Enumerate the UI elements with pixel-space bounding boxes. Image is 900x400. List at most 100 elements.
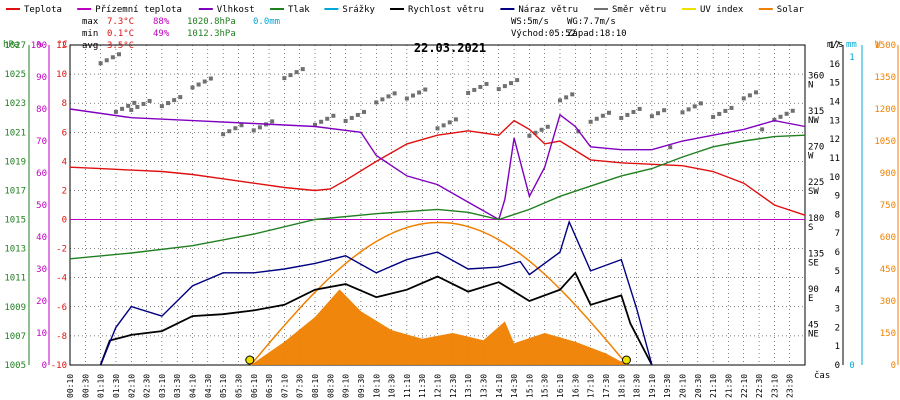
wind-direction-point: [484, 81, 489, 86]
wind-direction-point: [686, 107, 691, 112]
x-tick: 08:30: [326, 374, 335, 398]
wind-speed-tick: 16: [829, 60, 840, 70]
wind-speed-tick: 6: [835, 248, 840, 258]
x-tick: 21:30: [724, 374, 733, 398]
wind-speed-tick: 9: [835, 192, 840, 202]
wind-direction-point: [380, 97, 385, 102]
direction-tick: 360: [808, 72, 824, 82]
wind-direction-point: [251, 128, 256, 133]
wind-direction-point: [711, 114, 716, 119]
stat-min-temp: 0.1°C: [107, 29, 134, 39]
legend-label: Srážky: [342, 5, 375, 15]
wind-direction-point: [98, 61, 103, 66]
x-tick: 01:10: [97, 374, 106, 398]
wind-speed-tick: 17: [829, 41, 840, 51]
solar-tick: 300: [880, 297, 896, 307]
x-tick: 04:10: [189, 374, 198, 398]
x-tick: 08:10: [311, 374, 320, 398]
legend-label: Solar: [777, 5, 805, 15]
wind-speed-tick: 1: [835, 342, 840, 352]
wind-direction-point: [233, 126, 238, 131]
humidity-tick: 30: [36, 265, 47, 275]
wind-direction-point: [662, 108, 667, 113]
wind-direction-point: [496, 87, 501, 92]
legend-label: Směr větru: [612, 5, 666, 15]
stat-max-rain: 0.0mm: [253, 17, 280, 27]
pressure-tick: 1023: [4, 99, 26, 109]
x-tick: 03:10: [158, 374, 167, 398]
wind-direction-point: [343, 118, 348, 123]
series-layer: [69, 52, 806, 366]
wind-direction-point: [374, 100, 379, 105]
wind-direction-point: [594, 116, 599, 121]
direction-tick: NE: [808, 329, 819, 339]
wind-speed-tick: 3: [835, 305, 840, 315]
solar-tick: 150: [880, 329, 896, 339]
x-tick: 16:10: [556, 374, 565, 398]
wind-direction-point: [178, 95, 183, 100]
x-tick: 14:10: [495, 374, 504, 398]
humidity-tick: 10: [36, 329, 47, 339]
x-tick: 09:30: [357, 374, 366, 398]
humidity-tick: 100: [31, 41, 47, 51]
wind-direction-point: [637, 106, 642, 111]
direction-tick: 45: [808, 320, 819, 330]
wind-direction-point: [570, 92, 575, 97]
direction-tick: S: [808, 223, 813, 233]
humidity-tick: 0: [42, 361, 47, 371]
x-tick: 11:10: [403, 374, 412, 398]
x-tick: 18:10: [617, 374, 626, 398]
x-tick: 22:10: [740, 374, 749, 398]
unit-degc: °C: [57, 40, 68, 50]
wind-direction-point: [772, 117, 777, 122]
x-tick: 07:10: [280, 374, 289, 398]
sun-marker: [245, 355, 255, 365]
stat-min-press: 1012.3hPa: [187, 29, 236, 39]
wind-direction-point: [120, 106, 125, 111]
x-tick: 19:30: [663, 374, 672, 398]
pressure-tick: 1011: [4, 274, 26, 284]
series-line-náraz-větru: [99, 219, 653, 366]
wind-direction-point: [423, 87, 428, 92]
stat-min-hum: 49%: [153, 29, 170, 39]
x-tick: 16:30: [571, 374, 580, 398]
wind-speed-tick: 5: [835, 267, 840, 277]
wind-direction-point: [692, 104, 697, 109]
wind-speed-tick: 12: [829, 135, 840, 145]
x-tick: 14:30: [510, 374, 519, 398]
temp-tick: 2: [62, 186, 67, 196]
wind-direction-point: [129, 107, 134, 112]
x-tick: 11:30: [418, 374, 427, 398]
temp-tick: 0: [62, 216, 67, 226]
wind-direction-point: [472, 87, 477, 92]
stat-max-hum: 88%: [153, 17, 170, 27]
unit-w: W: [875, 40, 881, 50]
wind-direction-point: [392, 91, 397, 96]
x-tick: 20:30: [694, 374, 703, 398]
stat-min-label: min: [82, 29, 98, 39]
wind-direction-point: [294, 70, 299, 75]
rain-tick: 0: [849, 361, 854, 371]
wind-direction-point: [313, 122, 317, 127]
legend-label: Vlhkost: [217, 5, 255, 15]
wind-direction-point: [166, 101, 170, 106]
direction-tick: 225: [808, 178, 824, 188]
wind-direction-point: [625, 112, 630, 117]
wind-direction-point: [698, 101, 703, 106]
sun-marker: [621, 355, 631, 365]
rain-tick: 1: [849, 53, 854, 63]
wind-direction-point: [649, 114, 654, 119]
wind-direction-point: [527, 133, 532, 138]
wind-direction-point: [355, 112, 360, 117]
x-tick: 06:10: [250, 374, 259, 398]
temp-tick: -10: [51, 361, 67, 371]
wind-direction-point: [741, 96, 746, 101]
wind-speed-tick: 14: [829, 97, 840, 107]
x-tick: 10:30: [388, 374, 397, 398]
stat-avg-temp: 3.5°C: [107, 41, 134, 51]
grid: [69, 44, 806, 366]
direction-tick: SE: [808, 258, 819, 268]
temp-tick: 4: [62, 157, 67, 167]
x-tick: 05:30: [234, 374, 243, 398]
temp-tick: 12: [56, 41, 67, 51]
